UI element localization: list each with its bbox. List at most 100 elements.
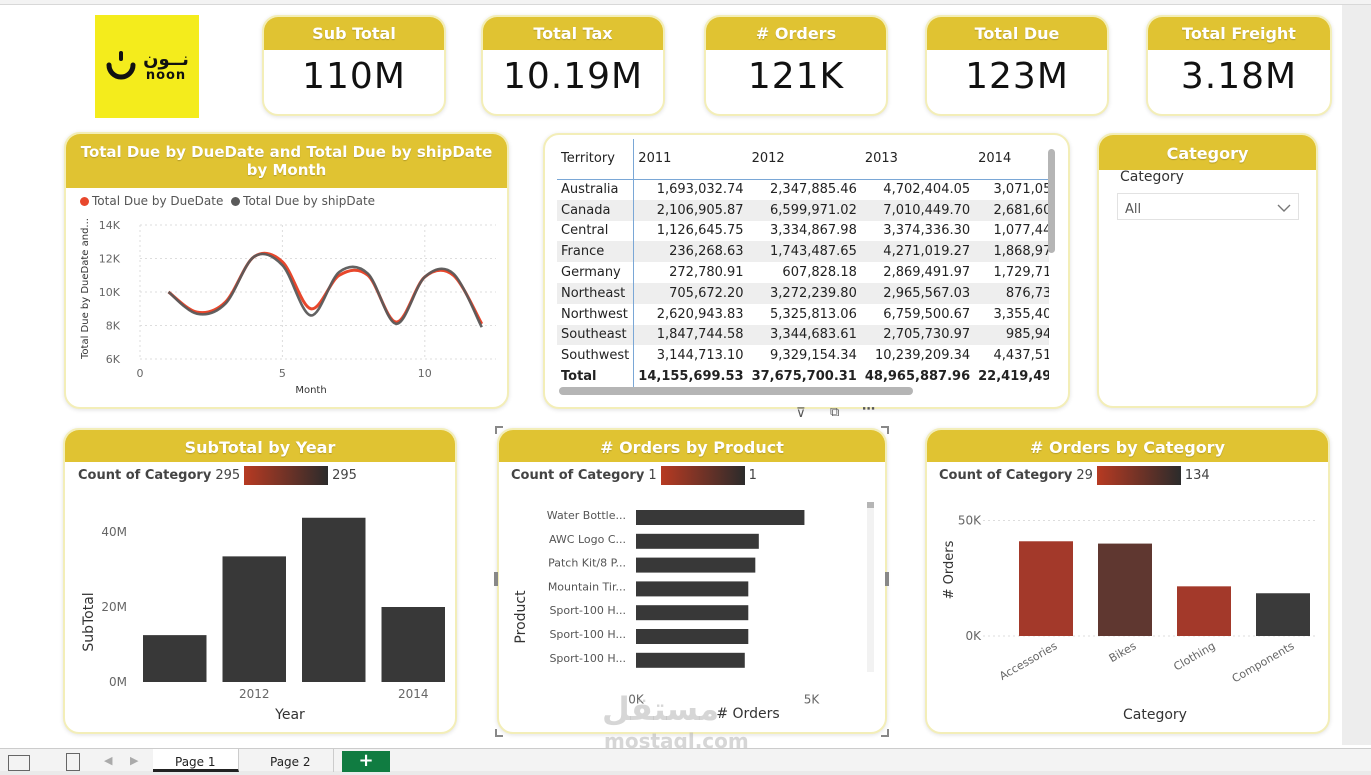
orders-by-product-card[interactable]: # Orders by Product Count of Category 1 1 … xyxy=(497,428,887,734)
matrix-cell: 10,239,209.34 xyxy=(875,348,971,364)
filter-icon[interactable]: ⊽ xyxy=(796,406,806,421)
product-bar[interactable] xyxy=(636,533,759,549)
matrix-row-label: Germany xyxy=(557,262,635,283)
color-legend-label: Count of Category xyxy=(511,468,645,483)
matrix-header-2011[interactable]: 2011 xyxy=(638,151,672,167)
resize-handle-br[interactable] xyxy=(881,729,889,737)
bar-category-bikes[interactable] xyxy=(1098,543,1152,636)
matrix-cell: 2,681,60 xyxy=(974,199,1049,221)
legend-label-duedate[interactable]: Total Due by DueDate xyxy=(92,194,224,208)
product-label: AWC Logo C... xyxy=(549,533,626,546)
matrix-row[interactable]: Northeast 705,672.20 3,272,239.80 2,965,567… xyxy=(557,282,1049,304)
kpi-card-total-freight[interactable]: Total Freight 3.18M xyxy=(1146,15,1332,116)
y-tick-label: 10K xyxy=(99,286,121,299)
matrix-cell: 2,620,943.83 xyxy=(656,306,744,322)
more-options-icon[interactable]: ⋯ xyxy=(862,402,875,417)
bar-category-components[interactable] xyxy=(1256,593,1310,636)
category-chart-title: # Orders by Category xyxy=(927,430,1328,462)
subtotal-by-year-card[interactable]: SubTotal by Year Count of Category 295 295… xyxy=(63,428,457,734)
resize-handle-tr[interactable] xyxy=(881,426,889,434)
matrix-cell: 4,702,404.05 xyxy=(860,178,975,200)
resize-handle-right[interactable] xyxy=(885,572,889,586)
matrix-viewport: Territory 2011 2012 2013 2014 Australia 1… xyxy=(557,139,1049,389)
page-view-icon[interactable] xyxy=(8,755,30,771)
bar-year-2014[interactable] xyxy=(381,607,446,682)
line-chart-plot[interactable]: Total Due by DueDate and... Month 14K 12K… xyxy=(66,211,507,409)
product-scroll-track[interactable] xyxy=(867,502,874,672)
matrix-header-2013[interactable]: 2013 xyxy=(864,151,898,167)
matrix-row[interactable]: Southeast 1,847,744.58 3,344,683.61 2,705,7… xyxy=(557,324,1049,346)
legend-dot-shipdate xyxy=(231,197,241,206)
matrix-header-territory[interactable]: Territory xyxy=(557,139,635,179)
matrix-row[interactable]: Germany 272,780.91 607,828.18 2,869,491.97 1… xyxy=(557,262,1049,283)
line-chart-title: Total Due by DueDate and Total Due by sh… xyxy=(66,134,507,188)
kpi-card-total-tax[interactable]: Total Tax 10.19M xyxy=(481,15,665,116)
matrix-total-row[interactable]: Total 14,155,699.53 37,675,700.31 48,965,88… xyxy=(557,366,1049,387)
nav-prev-icon[interactable]: ◀ xyxy=(104,754,113,767)
category-dropdown[interactable]: All xyxy=(1117,193,1299,220)
bar-category-accessories[interactable] xyxy=(1019,541,1073,636)
matrix-row[interactable]: France 236,268.63 1,743,487.65 4,271,019.27… xyxy=(557,241,1049,263)
subtotal-chart-title: SubTotal by Year xyxy=(65,430,455,462)
product-bar[interactable] xyxy=(636,557,756,573)
product-chart-plot[interactable]: Product # Orders Water Bottle... AWC Logo… xyxy=(499,492,885,732)
category-slicer-card[interactable]: Category Category All xyxy=(1097,133,1318,408)
resize-handle-left[interactable] xyxy=(494,572,498,586)
tab-page-1[interactable]: Page 1 xyxy=(153,749,239,772)
product-bar[interactable] xyxy=(636,510,805,525)
legend-label-shipdate[interactable]: Total Due by shipDate xyxy=(243,194,376,208)
mobile-view-icon[interactable] xyxy=(66,753,80,771)
line-series-duedate[interactable] xyxy=(167,251,484,325)
kpi-value: 110M xyxy=(302,56,406,97)
y-tick-label: 20M xyxy=(101,600,127,614)
matrix-horizontal-scrollbar[interactable] xyxy=(559,387,913,395)
resize-handle-tl[interactable] xyxy=(495,426,503,434)
x-tick-label: 10 xyxy=(418,367,432,380)
orders-by-category-card[interactable]: # Orders by Category Count of Category 29… xyxy=(925,428,1330,734)
matrix-header-2012[interactable]: 2012 xyxy=(751,151,785,167)
line-chart-card[interactable]: Total Due by DueDate and Total Due by sh… xyxy=(64,132,509,409)
kpi-card-orders[interactable]: # Orders 121K xyxy=(704,15,888,116)
color-legend-min: 29 xyxy=(1076,468,1093,483)
matrix-row[interactable]: Southwest 3,144,713.10 9,329,154.34 10,239,… xyxy=(557,345,1049,367)
bar-year-2013[interactable] xyxy=(302,517,366,682)
matrix-total-cell: 48,965,887.96 xyxy=(864,369,971,385)
product-bar[interactable] xyxy=(636,605,749,621)
product-bar[interactable] xyxy=(636,652,745,668)
kpi-value: 121K xyxy=(747,56,845,97)
product-bar[interactable] xyxy=(636,581,749,597)
matrix-header-2014[interactable]: 2014 xyxy=(978,151,1012,167)
x-tick-label: Components xyxy=(1230,639,1297,685)
territory-matrix-card[interactable]: Territory 2011 2012 2013 2014 Australia 1… xyxy=(543,133,1070,409)
matrix-vertical-scrollbar[interactable] xyxy=(1048,149,1055,253)
product-scroll-thumb[interactable] xyxy=(867,502,874,508)
subtotal-chart-plot[interactable]: SubTotal Year 40M 20M 0M 2012 2014 xyxy=(65,492,455,732)
bar-year-2011[interactable] xyxy=(143,635,207,682)
matrix-row[interactable]: Australia 1,693,032.74 2,347,885.46 4,702,4… xyxy=(557,178,1049,200)
kpi-value: 3.18M xyxy=(1180,56,1298,97)
kpi-card-total-due[interactable]: Total Due 123M xyxy=(925,15,1109,116)
tab-page-2[interactable]: Page 2 xyxy=(248,749,334,772)
category-chart-plot[interactable]: # Orders Category 50K 0K Accessories Bikes C… xyxy=(927,492,1328,732)
y-tick-label: 0M xyxy=(109,675,127,689)
matrix-row[interactable]: Northwest 2,620,943.83 5,325,813.06 6,759,5… xyxy=(557,303,1049,325)
resize-handle-bl[interactable] xyxy=(495,729,503,737)
bar-category-clothing[interactable] xyxy=(1177,586,1231,636)
matrix-cell: 3,071,05 xyxy=(974,178,1049,200)
territory-matrix[interactable]: Territory 2011 2012 2013 2014 Australia 1… xyxy=(557,139,1049,387)
kpi-card-subtotal[interactable]: Sub Total 110M xyxy=(262,15,446,116)
matrix-row[interactable]: Canada 2,106,905.87 6,599,971.02 7,010,449.… xyxy=(557,199,1049,221)
matrix-row-label: Central xyxy=(557,220,635,242)
bar-year-2012[interactable] xyxy=(222,556,287,682)
x-tick-label: Accessories xyxy=(997,639,1060,683)
y-tick-label: 40M xyxy=(101,525,127,539)
line-series-shipdate[interactable] xyxy=(167,252,483,328)
nav-next-icon[interactable]: ▶ xyxy=(130,754,139,767)
matrix-row[interactable]: Central 1,126,645.75 3,334,867.98 3,374,336… xyxy=(557,220,1049,242)
focus-mode-icon[interactable]: ⧉ xyxy=(830,405,840,420)
matrix-cell: 607,828.18 xyxy=(782,265,857,281)
add-page-button[interactable]: + xyxy=(342,751,390,772)
color-legend-label: Count of Category xyxy=(78,468,212,483)
x-tick-label: 5 xyxy=(279,367,286,380)
product-bar[interactable] xyxy=(636,629,749,644)
